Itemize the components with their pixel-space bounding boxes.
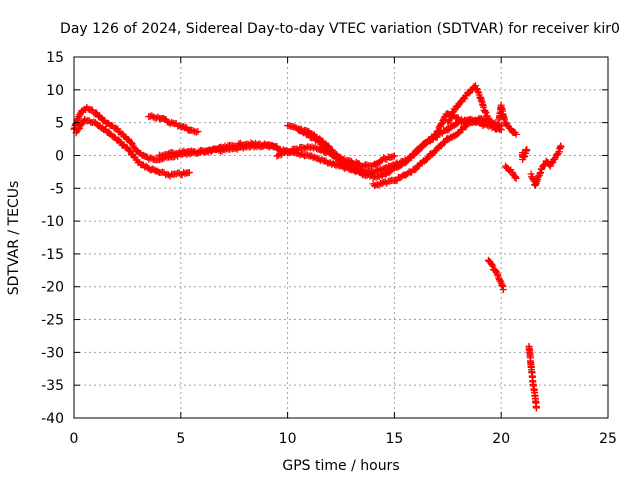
y-tick-label: 10	[46, 83, 64, 99]
series-trace-c	[145, 112, 202, 136]
data-point	[293, 145, 301, 153]
y-axis-label: SDTVAR / TECUs	[6, 181, 22, 296]
x-tick-label: 5	[176, 431, 185, 447]
data-point	[386, 177, 394, 185]
data-point	[165, 150, 173, 158]
y-tick-label: -15	[41, 247, 64, 263]
axis-ticks: 15 10 5 0 -5 -10 -15 -20 -25 -30 -35 -40 0 5 10 15 20 25	[41, 50, 617, 447]
y-tick-label: -25	[41, 313, 64, 329]
x-axis-label: GPS time / hours	[282, 458, 399, 474]
y-tick-label: -30	[41, 345, 64, 361]
data-point	[189, 127, 197, 135]
data-point	[100, 116, 108, 124]
data-point	[191, 148, 199, 156]
y-tick-label: -35	[41, 378, 64, 394]
data-point	[523, 145, 531, 153]
series-trace-k	[495, 101, 520, 138]
data-point	[389, 153, 397, 161]
data-point	[194, 128, 202, 136]
data-point	[488, 261, 496, 269]
series-trace-o	[484, 256, 507, 294]
data-point	[512, 174, 520, 182]
data-point	[489, 262, 497, 270]
series-trace-p	[525, 342, 540, 412]
y-tick-label: 0	[55, 148, 64, 164]
y-tick-label: -40	[41, 411, 64, 427]
data-point	[444, 126, 452, 134]
y-tick-label: -20	[41, 280, 64, 296]
data-point	[557, 143, 565, 151]
data-point	[235, 140, 243, 148]
data-point	[520, 153, 528, 161]
x-tick-label: 0	[70, 431, 79, 447]
data-point	[158, 152, 166, 160]
y-tick-label: 15	[46, 50, 64, 66]
data-point	[252, 139, 260, 147]
data-point	[126, 147, 134, 155]
data-point	[453, 103, 461, 111]
y-tick-label: 5	[55, 116, 64, 132]
series-trace-j	[444, 82, 501, 133]
data-point	[148, 154, 156, 162]
y-tick-label: -5	[50, 181, 64, 197]
y-tick-label: -10	[41, 214, 64, 230]
data-point	[330, 150, 338, 158]
data-point	[431, 132, 439, 139]
data-point	[492, 268, 500, 276]
data-point	[185, 169, 193, 177]
data-point	[116, 138, 124, 146]
series-trace-l	[501, 162, 520, 182]
data-point	[390, 152, 398, 160]
series-trace-d	[155, 139, 409, 177]
data-point	[532, 404, 540, 412]
series-trace-n	[527, 142, 565, 189]
data-point	[426, 136, 434, 144]
data-series	[70, 82, 565, 412]
data-point	[437, 142, 445, 150]
series-trace-g	[294, 115, 505, 182]
x-tick-label: 20	[492, 431, 510, 447]
plot-frame	[73, 56, 609, 419]
grid	[74, 57, 608, 418]
data-point	[493, 125, 501, 133]
data-point	[380, 178, 388, 186]
data-point	[412, 165, 420, 173]
data-point	[187, 147, 195, 155]
data-point	[461, 116, 469, 124]
data-point	[181, 149, 189, 157]
data-point	[285, 149, 293, 157]
data-point	[499, 286, 507, 294]
chart-title: Day 126 of 2024, Sidereal Day-to-day VTE…	[60, 21, 620, 37]
data-point	[512, 130, 520, 138]
data-point	[371, 182, 379, 190]
data-point	[377, 171, 385, 179]
data-point	[81, 115, 89, 123]
x-tick-label: 25	[599, 431, 617, 447]
data-point	[89, 106, 97, 114]
series-trace-m	[519, 145, 531, 163]
x-tick-label: 15	[385, 431, 403, 447]
series-trace-b	[72, 115, 193, 180]
data-point	[168, 119, 176, 127]
series-trace-i	[401, 110, 505, 167]
x-tick-label: 10	[279, 431, 297, 447]
data-point	[511, 173, 519, 181]
